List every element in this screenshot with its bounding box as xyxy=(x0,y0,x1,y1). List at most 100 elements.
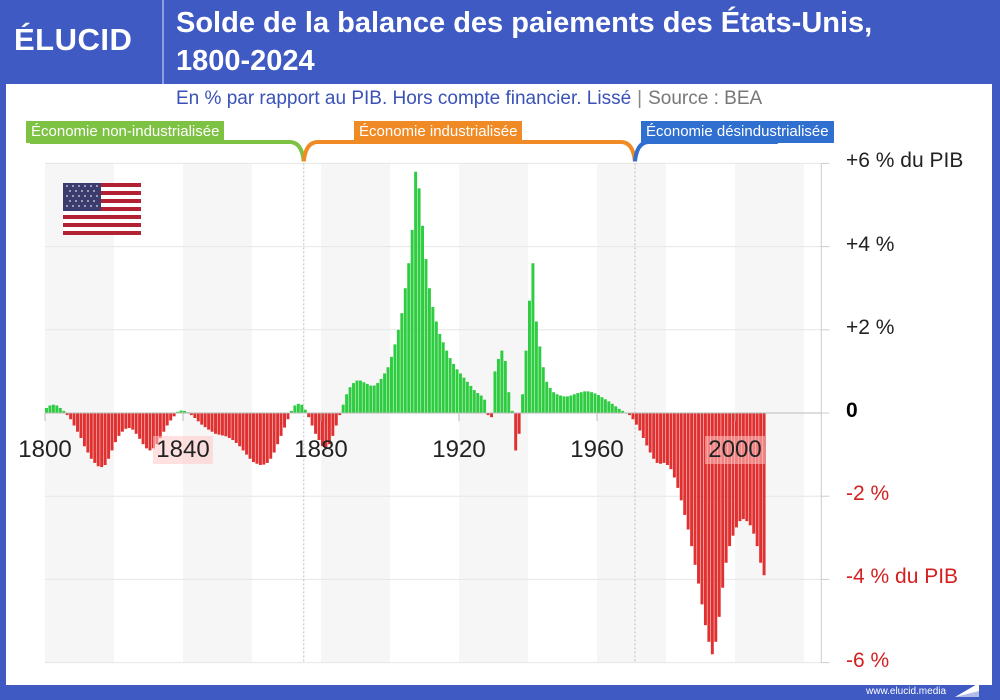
bar xyxy=(431,306,435,413)
bar xyxy=(265,413,269,463)
header-divider xyxy=(162,0,164,84)
bar xyxy=(355,380,359,413)
bar xyxy=(165,413,169,426)
bar xyxy=(652,413,656,459)
bar xyxy=(721,413,725,588)
bar xyxy=(345,394,349,413)
bar xyxy=(145,413,148,449)
bar xyxy=(172,413,176,417)
bar xyxy=(424,259,428,413)
bar xyxy=(386,367,390,413)
bar xyxy=(531,263,535,413)
bar xyxy=(421,225,424,413)
bar xyxy=(207,413,211,430)
bar xyxy=(676,413,680,488)
bar xyxy=(748,413,752,526)
bar xyxy=(617,408,621,413)
bar xyxy=(690,413,694,547)
bar xyxy=(383,373,387,413)
bar xyxy=(645,413,649,446)
x-tick-label: 1960 xyxy=(570,436,624,463)
y-tick-label: +2 % xyxy=(846,315,895,339)
bar xyxy=(572,394,576,413)
subtitle-separator: | xyxy=(637,88,643,109)
bar xyxy=(555,394,559,413)
bar xyxy=(548,388,552,413)
bar xyxy=(659,413,663,464)
bar xyxy=(762,413,766,576)
bar xyxy=(741,413,745,520)
bar xyxy=(455,369,459,413)
bar xyxy=(486,413,490,416)
bar xyxy=(714,413,718,642)
bar xyxy=(524,350,528,413)
bar xyxy=(245,413,249,455)
bar xyxy=(607,401,611,413)
bar xyxy=(51,404,55,413)
bar xyxy=(141,413,145,445)
bar xyxy=(545,381,549,413)
bar xyxy=(307,413,311,418)
bar xyxy=(638,413,642,431)
bar xyxy=(579,392,583,413)
bar xyxy=(241,413,245,451)
bar xyxy=(269,413,273,459)
us-flag-icon xyxy=(63,183,141,235)
bar xyxy=(193,413,197,418)
bar xyxy=(138,413,142,439)
bar xyxy=(110,413,114,451)
bar xyxy=(369,385,373,413)
bar xyxy=(148,413,152,451)
bar xyxy=(176,411,180,413)
bar xyxy=(303,409,307,413)
bar xyxy=(286,413,290,420)
bar xyxy=(69,413,73,420)
bar xyxy=(583,391,587,413)
bar xyxy=(183,410,186,413)
y-tick-label: +6 % du PIB xyxy=(846,149,964,173)
bar xyxy=(255,413,259,464)
bar xyxy=(296,403,300,413)
bar xyxy=(610,403,614,413)
header: ÉLUCID Solde de la balance des paiements… xyxy=(0,0,1000,84)
bar xyxy=(107,413,111,459)
bar xyxy=(465,381,469,413)
title-line-2: 1800-2024 xyxy=(176,45,315,77)
bar xyxy=(710,413,714,655)
bar xyxy=(120,413,124,432)
era-label-deindustrial: Économie désindustrialisée xyxy=(641,121,834,143)
bar xyxy=(755,413,759,547)
bar xyxy=(390,356,393,413)
bar xyxy=(55,405,59,413)
source-label: Source : BEA xyxy=(648,88,763,109)
bar xyxy=(503,361,507,413)
bar xyxy=(655,413,659,463)
bar xyxy=(45,408,48,413)
bar xyxy=(189,413,193,416)
era-bracket xyxy=(30,140,306,162)
bar xyxy=(258,413,262,465)
bar xyxy=(220,413,224,436)
bar xyxy=(252,413,255,463)
y-tick-label: 0 xyxy=(846,399,858,422)
bar xyxy=(134,413,138,434)
bar xyxy=(493,371,497,413)
bar xyxy=(238,413,242,447)
bar xyxy=(72,413,76,426)
bar xyxy=(641,413,645,438)
bar xyxy=(479,395,483,413)
y-tick-label: +4 % xyxy=(846,232,895,256)
bar xyxy=(459,373,462,413)
bar xyxy=(396,329,400,413)
bar xyxy=(317,413,321,441)
bar xyxy=(628,413,631,416)
subtitle-text: En % par rapport au PIB. Hors compte fin… xyxy=(176,88,632,109)
bar xyxy=(438,333,442,413)
bar xyxy=(590,392,594,413)
bar xyxy=(114,413,117,443)
bar xyxy=(127,413,131,428)
bar xyxy=(703,413,707,626)
bar xyxy=(224,413,228,437)
bar xyxy=(441,342,445,413)
bar xyxy=(528,300,531,413)
